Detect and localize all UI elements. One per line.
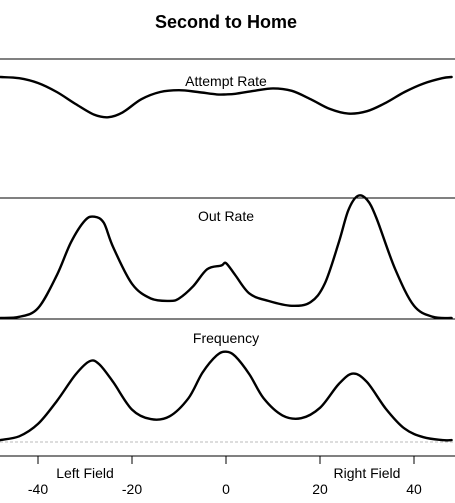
x-axis: -40 -20 0 20 40: [28, 456, 422, 497]
panel-title: Frequency: [193, 330, 259, 346]
x-tick-label: 0: [222, 481, 230, 497]
right-field-label: Right Field: [334, 465, 401, 481]
panel-title: Out Rate: [198, 208, 254, 224]
panels-group: Attempt Rate Out Rate Frequency: [0, 58, 455, 457]
panel-3: Frequency: [0, 330, 455, 457]
chart-title: Second to Home: [155, 12, 297, 32]
series-line: [0, 194, 453, 320]
series-line: [0, 350, 453, 442]
x-tick-label: -40: [28, 481, 48, 497]
panel-title: Attempt Rate: [185, 73, 267, 89]
x-tick-label: 20: [312, 481, 328, 497]
x-tick-label: -20: [122, 481, 142, 497]
x-tick-label: 40: [406, 481, 422, 497]
panel-2: Out Rate: [0, 194, 455, 320]
left-field-label: Left Field: [56, 465, 114, 481]
series-line: [0, 75, 453, 119]
panel-1: Attempt Rate: [0, 73, 455, 199]
